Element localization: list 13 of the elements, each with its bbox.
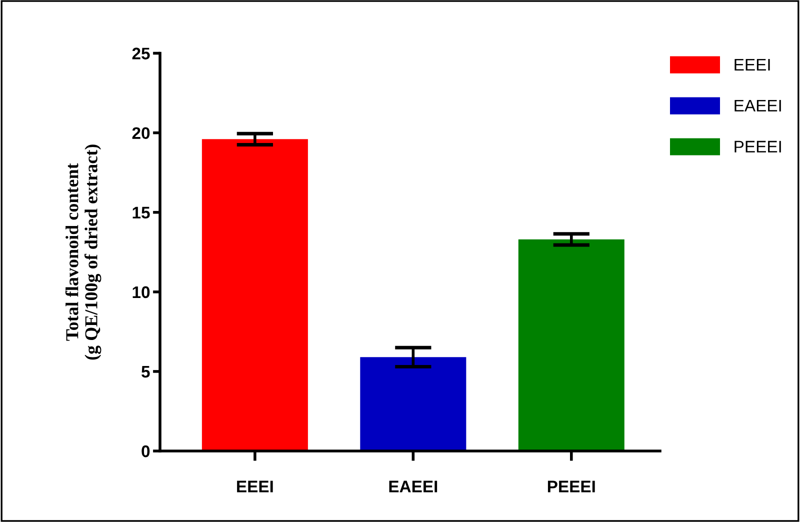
legend-label: EEEI: [734, 59, 770, 70]
y-axis-title: Total flavonoid content (g QE/100g of dried extract): [65, 144, 102, 360]
y-tick-label: 0: [142, 445, 150, 458]
x-tick-label: EEEI: [237, 480, 273, 492]
x-tick-label: PEEEI: [548, 480, 595, 492]
y-tick-label: 25: [132, 48, 150, 60]
x-tick-label: EAEEI: [389, 480, 438, 492]
y-tick-label: 15: [132, 206, 150, 219]
legend-label: PEEEI: [734, 140, 781, 152]
y-tick-label: 20: [132, 127, 150, 139]
legend-label: EAEEI: [734, 100, 781, 112]
y-tick-label: 5: [142, 366, 150, 378]
y-tick-label: 10: [132, 286, 150, 298]
